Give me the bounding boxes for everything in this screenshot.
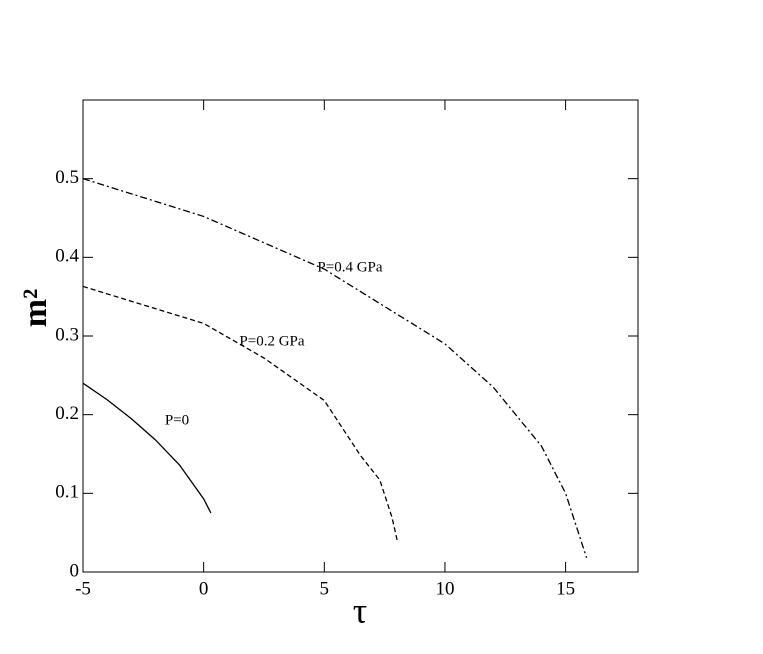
y-tick-label: 0.3 [55, 324, 79, 345]
y-tick-label: 0.4 [55, 246, 79, 267]
x-axis-label: τ [353, 590, 367, 630]
line-series [82, 178, 588, 559]
x-tick-label: 10 [435, 578, 454, 599]
x-tick-label: 5 [320, 578, 330, 599]
series-label: P=0.2 GPa [239, 333, 304, 349]
x-tick-label: 15 [556, 578, 575, 599]
series-label: P=0 [165, 412, 189, 428]
line-series [82, 382, 212, 514]
y-tick-label: 0.2 [55, 403, 79, 424]
y-tick-label: 0.1 [55, 482, 79, 503]
y-tick-label: 0.5 [55, 167, 79, 188]
y-axis-label: m² [17, 289, 54, 328]
y-tick-label: 0 [70, 560, 80, 581]
series-label: P=0.4 GPa [317, 259, 382, 275]
x-tick-label: 0 [199, 578, 209, 599]
x-tick-label: -5 [75, 578, 91, 599]
plot-frame [82, 99, 639, 573]
line-series [82, 285, 399, 542]
